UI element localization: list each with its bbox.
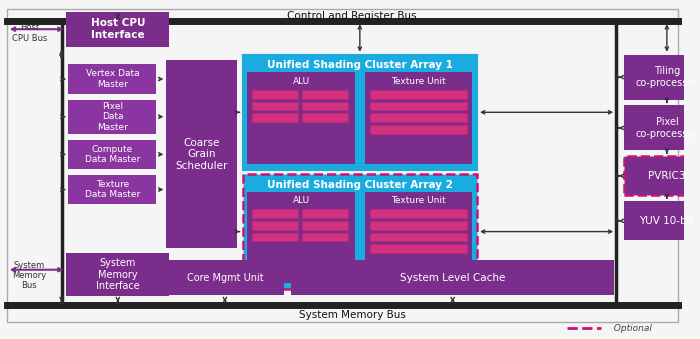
Bar <box>624 55 700 100</box>
Text: ALU: ALU <box>293 196 309 205</box>
Bar <box>166 60 237 248</box>
Bar <box>302 113 348 122</box>
Bar <box>247 192 355 283</box>
Text: PVRIC3: PVRIC3 <box>648 171 685 181</box>
Text: Texture Unit: Texture Unit <box>391 77 446 85</box>
Bar <box>252 90 298 99</box>
Bar <box>302 221 348 230</box>
Bar <box>624 105 700 151</box>
Text: System Memory Bus: System Memory Bus <box>299 310 405 320</box>
Text: Texture
Data Master: Texture Data Master <box>85 180 140 199</box>
Text: Texture Unit: Texture Unit <box>391 196 446 205</box>
Bar <box>365 192 472 283</box>
Bar <box>302 233 348 241</box>
Text: Coarse
Grain
Scheduler: Coarse Grain Scheduler <box>175 138 228 171</box>
Bar <box>370 125 468 134</box>
Bar <box>370 209 468 218</box>
Text: Pixel
Data
Master: Pixel Data Master <box>97 102 128 132</box>
Bar <box>370 221 468 230</box>
Bar <box>66 253 169 296</box>
Bar <box>624 201 700 240</box>
Text: Core Mgmt Unit: Core Mgmt Unit <box>187 273 263 282</box>
Text: ALU: ALU <box>293 77 309 85</box>
Text: Host CPU
Interface: Host CPU Interface <box>90 18 145 40</box>
Bar <box>302 102 348 110</box>
Text: Unified Shading Cluster Array 1: Unified Shading Cluster Array 1 <box>267 60 453 71</box>
Bar <box>370 102 468 110</box>
Bar <box>302 90 348 99</box>
Bar <box>242 174 477 289</box>
Bar <box>69 175 157 204</box>
Text: Control and Register Bus: Control and Register Bus <box>287 12 416 21</box>
Text: Tiling
co-processor: Tiling co-processor <box>636 66 698 88</box>
Bar <box>370 90 468 99</box>
Bar <box>370 113 468 122</box>
Bar <box>66 12 169 47</box>
Bar <box>247 72 355 164</box>
Bar <box>291 260 614 295</box>
Bar <box>370 244 468 253</box>
Bar <box>252 113 298 122</box>
Text: System
Memory
Interface: System Memory Interface <box>96 258 140 291</box>
Text: Compute
Data Master: Compute Data Master <box>85 145 140 164</box>
Bar <box>166 260 284 295</box>
Bar <box>624 156 700 195</box>
Bar <box>69 100 157 134</box>
Text: System Level Cache: System Level Cache <box>400 273 505 282</box>
Text: Pixel
co-processor: Pixel co-processor <box>636 117 698 139</box>
Bar <box>242 55 477 170</box>
Text: System
Memory
Bus: System Memory Bus <box>12 261 46 291</box>
Bar <box>252 221 298 230</box>
Bar <box>252 102 298 110</box>
Text: Host
CPU Bus: Host CPU Bus <box>12 23 47 43</box>
Bar <box>365 72 472 164</box>
Text: Vertex Data
Master: Vertex Data Master <box>85 69 139 89</box>
Bar <box>252 233 298 241</box>
Bar <box>252 209 298 218</box>
Text: Unified Shading Cluster Array 2: Unified Shading Cluster Array 2 <box>267 180 453 190</box>
Bar <box>69 140 157 169</box>
Bar <box>302 209 348 218</box>
Text: Optional: Optional <box>608 324 652 333</box>
Text: YUV 10-bit: YUV 10-bit <box>640 216 694 226</box>
Bar <box>370 233 468 241</box>
Bar <box>69 64 157 94</box>
